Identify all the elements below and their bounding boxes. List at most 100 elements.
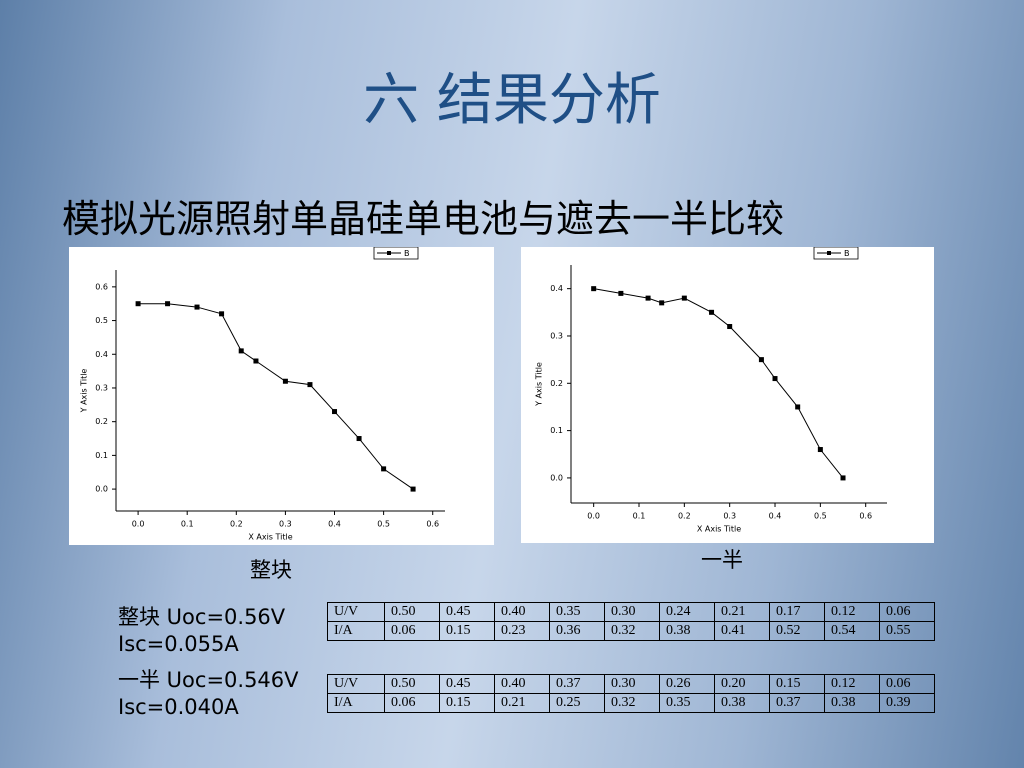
marker (817, 447, 823, 453)
marker (332, 409, 338, 415)
x-axis-title: X Axis Title (697, 525, 741, 534)
slide-title: 六 结果分析 (363, 68, 661, 133)
table-cell: 0.23 (494, 621, 550, 641)
slide-subtitle: 模拟光源照射单晶硅单电池与遮去一半比较 (62, 197, 785, 241)
table-row: I/A 0.06 0.15 0.21 0.25 0.32 0.35 0.38 0.37 0.38 0… (327, 693, 935, 713)
x-tick-label: 0.0 (132, 520, 145, 529)
table-cell: 0.35 (659, 693, 715, 713)
table-row: I/A 0.06 0.15 0.23 0.36 0.32 0.38 0.41 0.52 0.54 0… (327, 621, 935, 641)
table-cell: I/A (327, 621, 385, 641)
table-cell: 0.12 (824, 602, 880, 622)
y-tick-label: 0.2 (550, 379, 563, 388)
x-tick-label: 0.2 (678, 512, 691, 521)
table-cell: 0.06 (879, 602, 935, 622)
table-cell: U/V (327, 674, 385, 694)
x-tick-label: 0.1 (633, 512, 646, 521)
table-row: U/V 0.50 0.45 0.40 0.37 0.30 0.26 0.20 0.15 0.12 0… (327, 674, 935, 694)
marker (238, 348, 244, 354)
table-cell: 0.15 (769, 674, 825, 694)
line (138, 303, 414, 490)
x-tick-label: 0.4 (328, 520, 341, 529)
marker (381, 466, 387, 472)
table-cell: 0.55 (879, 621, 935, 641)
y-tick-label: 0.6 (95, 282, 108, 291)
marker (659, 300, 665, 306)
legend-marker (387, 251, 391, 255)
table-cell: 0.40 (494, 602, 550, 622)
y-tick-label: 0.1 (550, 426, 563, 435)
marker (282, 378, 288, 384)
marker (727, 324, 733, 330)
note: Isc=0.040A (118, 695, 239, 719)
table-cell: 0.37 (549, 674, 605, 694)
table-cell: 0.39 (879, 693, 935, 713)
note: 一半 Uoc=0.546V (118, 668, 299, 692)
table-cell: 0.17 (769, 602, 825, 622)
table-cell: 0.36 (549, 621, 605, 641)
marker (758, 357, 764, 363)
x-tick-label: 0.5 (377, 520, 390, 529)
table-cell: 0.30 (604, 674, 660, 694)
y-tick-label: 0.4 (95, 350, 108, 359)
y-tick-label: 0.1 (95, 451, 108, 460)
x-tick-label: 0.6 (426, 520, 439, 529)
legend-label: B (844, 249, 850, 258)
y-axis-title: Y Axis Title (80, 369, 89, 414)
marker (591, 286, 597, 292)
table-cell: 0.21 (714, 602, 770, 622)
y-tick-label: 0.3 (95, 383, 108, 392)
chart: 0.0 0.1 0.2 0.3 0.4 0.5 0.6 0.0 0.1 0.2 0.3 0.4 0.5 0… (69, 247, 494, 545)
caption: 整块 (250, 558, 292, 582)
marker (356, 436, 362, 442)
note: Isc=0.055A (118, 632, 239, 656)
chart: 0.0 0.1 0.2 0.3 0.4 0.5 0.6 0.0 0.1 0.2 0.3 0.4 X Ax… (521, 247, 934, 543)
table-cell: 0.38 (714, 693, 770, 713)
y-tick-label: 0.4 (550, 284, 563, 293)
table-cell: 0.32 (604, 693, 660, 713)
y-tick-label: 0.0 (550, 473, 563, 482)
table-cell: 0.06 (384, 621, 440, 641)
x-tick-label: 0.1 (181, 520, 194, 529)
table-cell: 0.32 (604, 621, 660, 641)
marker (165, 301, 171, 307)
marker (681, 295, 687, 301)
table-cell: 0.20 (714, 674, 770, 694)
marker (410, 486, 416, 492)
y-tick-label: 0.5 (95, 316, 108, 325)
marker (795, 404, 801, 410)
table-cell: 0.30 (604, 602, 660, 622)
x-tick-label: 0.5 (814, 512, 827, 521)
y-tick-label: 0.3 (550, 331, 563, 340)
x-tick-label: 0.0 (587, 512, 600, 521)
marker (645, 295, 651, 301)
table-cell: 0.45 (439, 602, 495, 622)
marker (194, 304, 200, 310)
table-cell: 0.12 (824, 674, 880, 694)
marker (135, 301, 141, 307)
table-cell: 0.52 (769, 621, 825, 641)
table-cell: 0.38 (659, 621, 715, 641)
y-tick-label: 0.2 (95, 417, 108, 426)
table-row: U/V 0.50 0.45 0.40 0.35 0.30 0.24 0.21 0.17 0.12 0… (327, 602, 935, 622)
table-cell: 0.15 (439, 693, 495, 713)
table-cell: 0.37 (769, 693, 825, 713)
note: 整块 Uoc=0.56V (118, 605, 286, 629)
data-table: U/V 0.50 0.45 0.40 0.37 0.30 0.26 0.20 0.15 0.12 0… (327, 674, 935, 713)
table-cell: 0.35 (549, 602, 605, 622)
table-cell: 0.54 (824, 621, 880, 641)
marker (709, 309, 715, 315)
marker (253, 358, 259, 364)
marker (307, 382, 313, 388)
table-cell: 0.06 (879, 674, 935, 694)
legend-label: B (404, 249, 410, 258)
table-cell: 0.40 (494, 674, 550, 694)
table-cell: 0.45 (439, 674, 495, 694)
table-cell: 0.24 (659, 602, 715, 622)
table-cell: 0.06 (384, 693, 440, 713)
table-cell: 0.15 (439, 621, 495, 641)
x-tick-label: 0.3 (279, 520, 292, 529)
table-cell: 0.25 (549, 693, 605, 713)
legend-marker (827, 251, 831, 255)
marker (772, 376, 778, 382)
table-cell: 0.50 (384, 602, 440, 622)
